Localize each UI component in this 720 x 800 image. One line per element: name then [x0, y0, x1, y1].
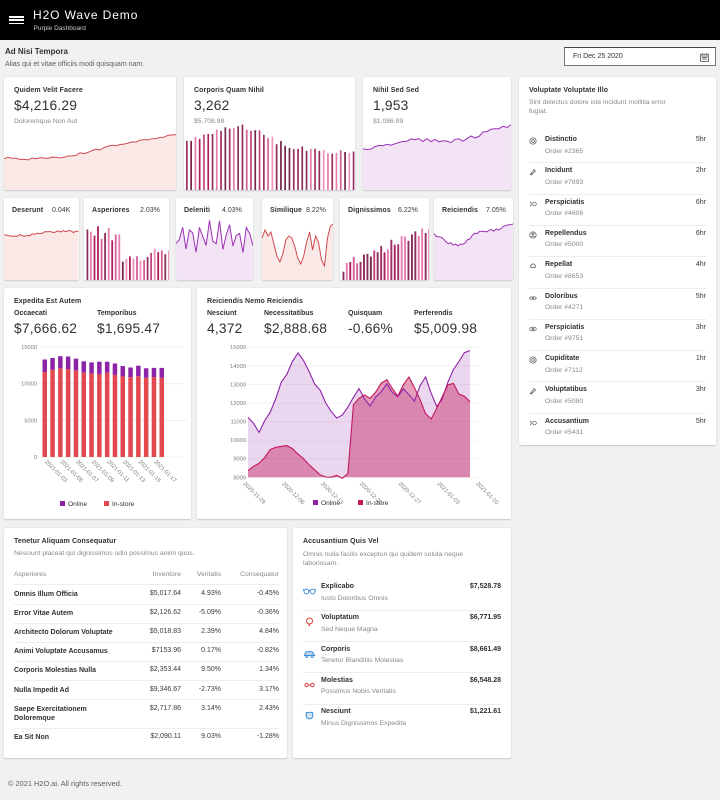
svg-text:8000: 8000 — [233, 475, 246, 481]
svg-text:0: 0 — [34, 455, 37, 461]
svg-text:In-store: In-store — [366, 500, 389, 507]
svg-text:9000: 9000 — [233, 457, 246, 463]
svg-text:15000: 15000 — [230, 345, 246, 351]
svg-text:2020-12-06: 2020-12-06 — [280, 481, 305, 506]
svg-text:10000: 10000 — [230, 438, 246, 444]
svg-text:5000: 5000 — [24, 418, 37, 424]
svg-text:15000: 15000 — [21, 345, 37, 351]
svg-text:2021-01-03: 2021-01-03 — [436, 481, 461, 506]
svg-text:11000: 11000 — [231, 420, 246, 426]
svg-text:12000: 12000 — [230, 401, 246, 407]
svg-text:10000: 10000 — [21, 382, 37, 388]
svg-text:In-store: In-store — [112, 501, 135, 508]
svg-text:14000: 14000 — [230, 364, 246, 370]
svg-text:Online: Online — [321, 500, 340, 507]
svg-text:13000: 13000 — [230, 382, 246, 388]
svg-text:2020-11-29: 2020-11-29 — [242, 481, 267, 506]
svg-text:Online: Online — [68, 501, 87, 508]
svg-text:2021-01-10: 2021-01-10 — [474, 481, 499, 506]
svg-text:2020-12-27: 2020-12-27 — [397, 481, 422, 506]
